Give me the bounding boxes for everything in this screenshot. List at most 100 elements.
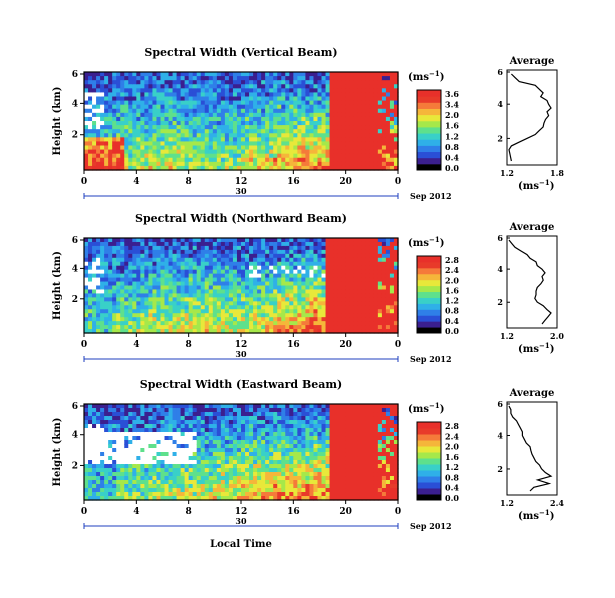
heat-cell: [269, 261, 274, 267]
heat-cell: [160, 440, 166, 445]
heat-cell: [373, 153, 379, 159]
heat-cell: [385, 305, 391, 310]
heat-cell: [188, 416, 194, 421]
heat-cell: [369, 165, 375, 171]
heat-cell: [257, 289, 262, 295]
heat-cell: [100, 121, 105, 126]
heat-cell: [277, 297, 282, 302]
heat-cell: [108, 149, 113, 155]
heat-cell: [309, 317, 315, 322]
heat-cell: [96, 249, 101, 255]
heat-cell: [232, 281, 238, 287]
heat-cell: [228, 265, 234, 271]
heat-cell: [112, 484, 117, 489]
heat-cell: [321, 313, 327, 318]
heat-cell: [176, 104, 182, 110]
heat-cell: [269, 456, 274, 461]
heat-cell: [132, 257, 137, 263]
heat-cell: [144, 165, 150, 171]
heat-cell: [172, 496, 178, 501]
heat-cell: [297, 133, 302, 138]
heat-cell: [88, 149, 93, 155]
heat-cell: [313, 309, 319, 314]
heat-cell: [148, 480, 154, 485]
y-axis-label: Height (km): [52, 87, 63, 156]
heat-cell: [361, 305, 367, 310]
heat-cell: [265, 456, 270, 461]
heat-cell: [200, 133, 206, 138]
heat-cell: [104, 404, 109, 409]
heat-cell: [285, 238, 290, 243]
heat-cell: [224, 420, 230, 425]
heat-cell: [220, 313, 226, 318]
heat-cell: [208, 269, 214, 275]
heat-cell: [293, 125, 298, 130]
heat-cell: [232, 452, 238, 457]
heat-cell: [321, 245, 327, 251]
heat-cell: [345, 108, 351, 114]
heat-cell: [301, 293, 307, 298]
heat-cell: [265, 253, 270, 259]
heat-cell: [377, 273, 383, 279]
heat-cell: [257, 249, 262, 255]
heat-cell: [385, 277, 391, 283]
heat-cell: [152, 420, 158, 425]
heat-cell: [196, 496, 202, 501]
heat-cell: [140, 257, 145, 263]
heat-cell: [357, 285, 363, 291]
heat-cell: [245, 72, 250, 77]
heat-cell: [232, 317, 238, 322]
heat-cell: [313, 261, 319, 267]
heat-cell: [265, 269, 270, 275]
heat-cell: [232, 444, 238, 449]
heat-cell: [228, 157, 234, 163]
heat-cell: [301, 329, 307, 334]
heat-cell: [212, 452, 218, 457]
heat-cell: [273, 149, 278, 155]
heat-cell: [100, 416, 105, 421]
heat-cell: [104, 265, 109, 271]
heat-cell: [349, 149, 355, 155]
heat-cell: [132, 129, 137, 134]
heat-cell: [325, 129, 331, 134]
heat-cell: [128, 88, 133, 94]
heat-cell: [140, 420, 145, 425]
heat-cell: [136, 440, 141, 445]
heat-cell: [172, 76, 178, 81]
heat-cell: [88, 269, 93, 275]
heat-cell: [212, 472, 218, 477]
heat-cell: [301, 253, 307, 259]
heat-cell: [140, 88, 145, 94]
heat-cell: [200, 153, 206, 159]
heat-cell: [265, 428, 270, 433]
heat-cell: [160, 72, 166, 77]
heat-cell: [228, 484, 234, 489]
heat-cell: [389, 133, 395, 138]
heat-cell: [176, 424, 182, 429]
heat-cell: [361, 253, 367, 259]
heat-cell: [228, 133, 234, 138]
heat-cell: [176, 404, 182, 409]
heat-cell: [393, 72, 399, 77]
heat-cell: [136, 317, 141, 322]
heat-cell: [281, 129, 286, 134]
heat-cell: [92, 281, 97, 287]
heat-cell: [116, 100, 121, 106]
heat-cell: [132, 464, 137, 469]
heat-cell: [148, 317, 154, 322]
heat-cell: [144, 141, 150, 147]
colorbar-tick-label: 0.8: [445, 142, 459, 152]
heat-cell: [152, 153, 158, 159]
heat-cell: [128, 100, 133, 106]
heat-cell: [116, 112, 121, 118]
heat-cell: [156, 297, 162, 302]
heat-cell: [124, 321, 129, 326]
heat-cell: [172, 253, 178, 259]
heat-cell: [128, 464, 133, 469]
heat-cell: [309, 257, 315, 263]
heat-cell: [393, 121, 399, 126]
heat-cell: [108, 432, 113, 437]
heat-cell: [277, 141, 282, 147]
heat-cell: [196, 416, 202, 421]
heat-cell: [184, 238, 190, 243]
